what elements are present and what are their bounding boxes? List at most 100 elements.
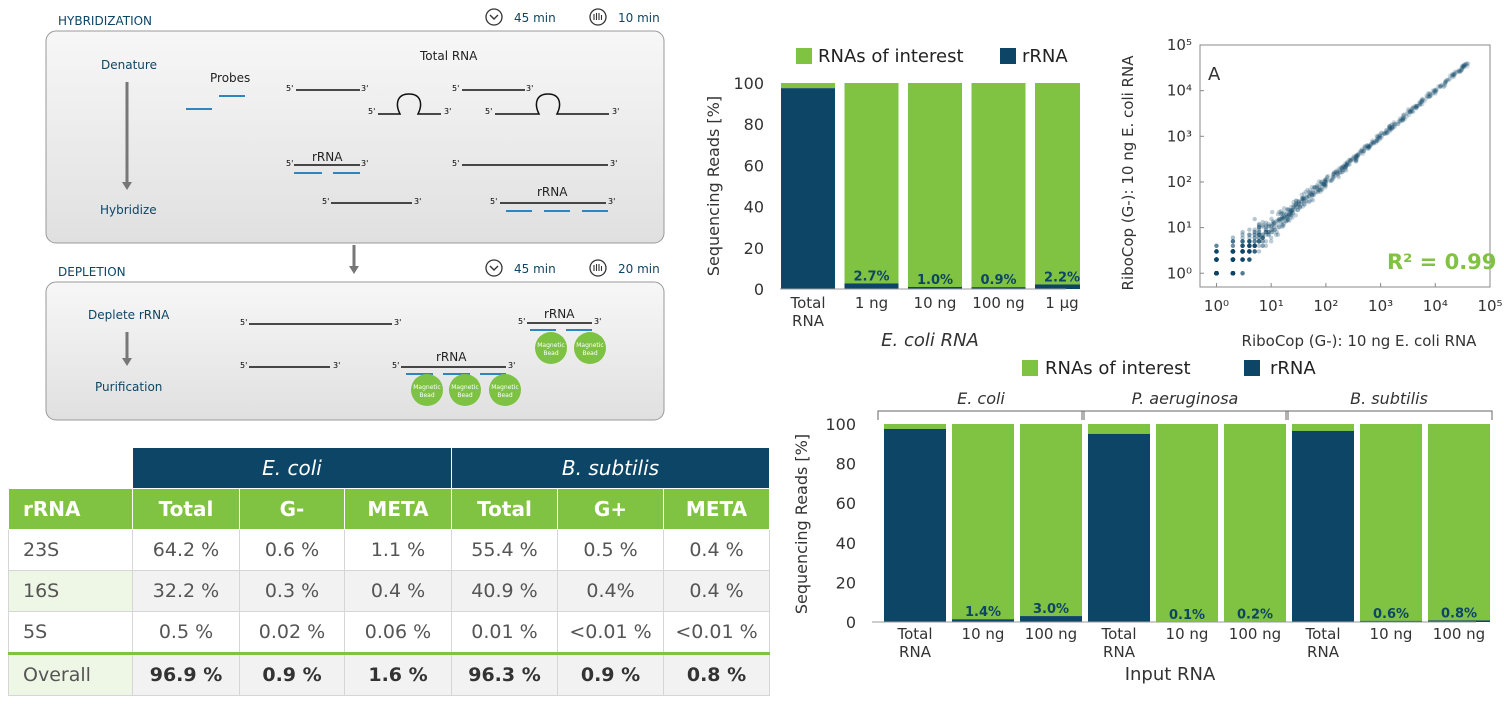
- data-point: [1338, 170, 1343, 175]
- hyb-time-handson: 10 min: [618, 11, 660, 25]
- data-point: [1278, 209, 1284, 214]
- data-point: [1240, 243, 1245, 248]
- data-point: [1388, 127, 1393, 132]
- data-point: [1320, 181, 1326, 186]
- svg-text:5': 5': [518, 317, 525, 326]
- data-point: [1452, 72, 1457, 77]
- data-point: [1367, 143, 1373, 149]
- data-point: [1336, 166, 1342, 171]
- data-point: [1214, 271, 1219, 276]
- y-tick-label: 10¹: [1167, 219, 1192, 237]
- data-point: [1333, 172, 1338, 178]
- data-point: [1230, 271, 1236, 276]
- hybridization-panel: [45, 30, 665, 244]
- data-point: [1463, 62, 1468, 67]
- rrna-hybridized: 5' 3': [490, 197, 615, 212]
- data-point: [1260, 235, 1265, 240]
- data-point: [1240, 232, 1245, 237]
- data-point: [1296, 202, 1301, 207]
- data-point: [1334, 168, 1339, 173]
- data-point: [1240, 243, 1245, 248]
- data-point: [1345, 160, 1350, 166]
- table-cell: 0.6 %: [239, 529, 345, 571]
- data-point: [1410, 105, 1415, 110]
- data-point: [1366, 142, 1371, 148]
- data-point: [1347, 162, 1352, 168]
- svg-text:5': 5': [490, 197, 497, 206]
- data-point: [1230, 271, 1236, 276]
- data-point: [1284, 212, 1289, 217]
- data-point: [1214, 257, 1219, 262]
- data-point: [1336, 169, 1341, 174]
- data-point: [1214, 257, 1219, 262]
- data-point: [1414, 105, 1419, 110]
- data-point: [1214, 271, 1219, 276]
- data-point: [1214, 271, 1219, 276]
- data-point: [1389, 126, 1394, 131]
- workflow-diagram: HYBRIDIZATION 45 min 10 min Denature Hyb…: [45, 8, 665, 421]
- data-point: [1354, 153, 1360, 159]
- data-point: [1416, 103, 1421, 109]
- data-point: [1331, 170, 1337, 175]
- data-point: [1285, 207, 1291, 212]
- data-point: [1240, 249, 1245, 254]
- data-point: [1260, 232, 1265, 237]
- data-point: [1281, 223, 1286, 228]
- data-point: [1411, 105, 1417, 110]
- data-point: [1354, 154, 1359, 160]
- data-point: [1230, 271, 1236, 276]
- data-point: [1283, 219, 1289, 224]
- data-point: [1408, 109, 1413, 115]
- data-point: [1240, 257, 1245, 262]
- data-point: [1352, 157, 1357, 163]
- x-tick-label: Total: [1100, 625, 1136, 643]
- table-cell: 0.4 %: [663, 529, 770, 571]
- data-point: [1214, 271, 1219, 276]
- y-tick-label: 10⁵: [1167, 36, 1192, 54]
- bar-segment-rrna: [971, 287, 1026, 289]
- data-point: [1247, 249, 1252, 254]
- data-point: [1214, 249, 1219, 254]
- data-point: [1230, 271, 1236, 276]
- data-point: [1230, 249, 1236, 254]
- data-point: [1293, 198, 1299, 204]
- data-point: [1285, 214, 1290, 219]
- data-point: [1303, 199, 1308, 204]
- data-point: [1230, 249, 1236, 254]
- data-point: [1230, 239, 1236, 244]
- data-point: [1256, 249, 1262, 254]
- y-tick-label: 10²: [1167, 173, 1192, 191]
- data-point: [1214, 271, 1219, 276]
- data-point: [1409, 108, 1414, 113]
- data-point: [1230, 271, 1236, 276]
- data-point: [1356, 152, 1361, 157]
- data-point: [1240, 249, 1245, 254]
- data-point: [1322, 182, 1327, 187]
- group-label: E. coli: [957, 389, 1005, 408]
- data-point: [1230, 271, 1236, 276]
- data-point: [1256, 225, 1262, 230]
- svg-text:5': 5': [286, 84, 293, 93]
- data-point: [1457, 69, 1462, 74]
- data-point: [1256, 229, 1262, 235]
- bar-segment-interest: [952, 424, 1014, 620]
- data-point: [1214, 271, 1219, 276]
- data-point: [1327, 177, 1333, 183]
- data-point: [1355, 151, 1361, 157]
- panel-label: A: [1208, 64, 1221, 85]
- data-point: [1418, 99, 1423, 104]
- data-point: [1323, 181, 1329, 186]
- data-point: [1449, 72, 1455, 77]
- data-point: [1252, 243, 1257, 248]
- x-tick-label: 10⁵: [1477, 297, 1502, 315]
- data-point: [1240, 257, 1245, 262]
- data-point: [1377, 135, 1382, 140]
- table-cell: 96.3 %: [451, 652, 558, 696]
- y-tick-label: 100: [733, 74, 764, 93]
- data-point: [1214, 271, 1219, 276]
- data-point: [1322, 182, 1328, 188]
- svg-text:3': 3': [361, 159, 368, 168]
- data-point: [1331, 170, 1337, 176]
- data-point: [1375, 136, 1380, 142]
- column-header: META: [344, 488, 452, 530]
